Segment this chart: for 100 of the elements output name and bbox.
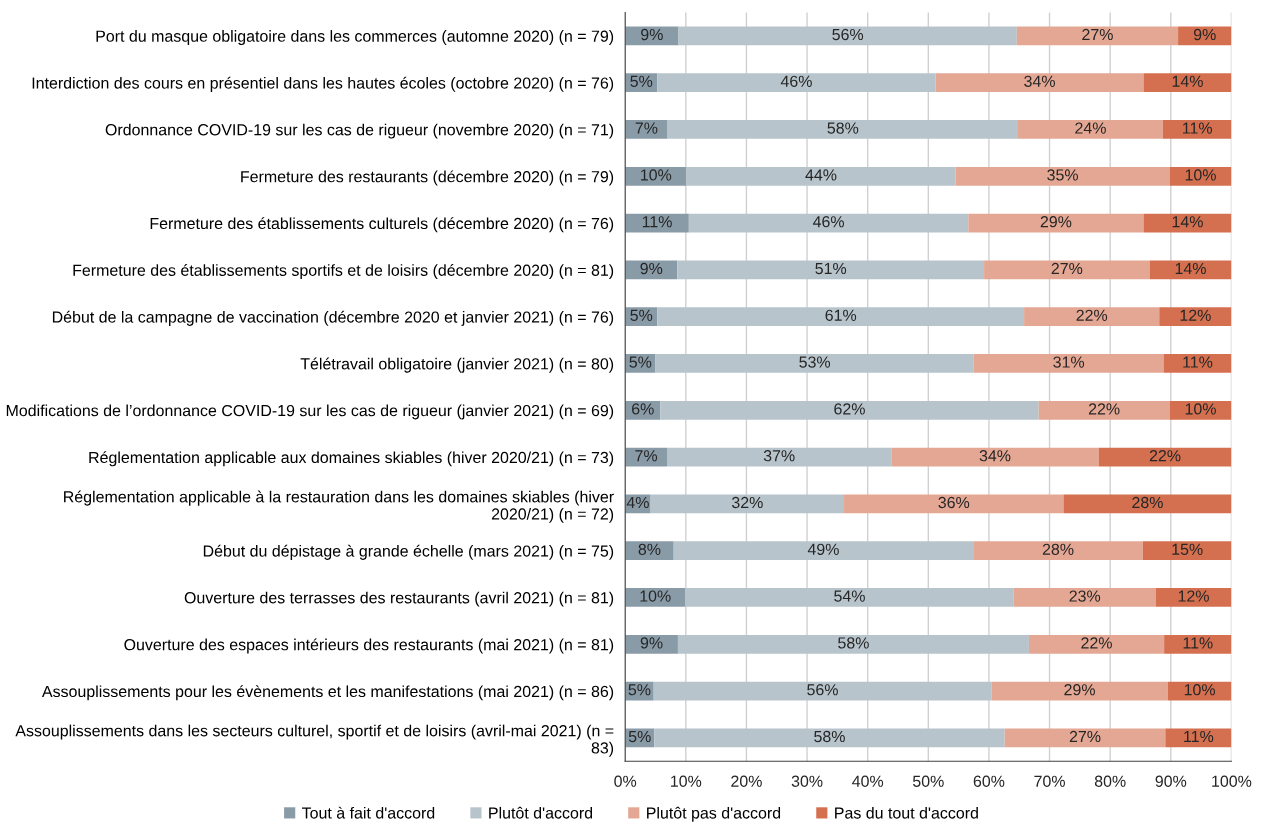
bar bbox=[625, 588, 686, 607]
data-label: 51% bbox=[815, 262, 847, 275]
bar bbox=[625, 634, 678, 654]
bar bbox=[1013, 588, 1156, 607]
bar bbox=[677, 260, 985, 280]
bar bbox=[655, 354, 974, 373]
legend-label: Plutôt d'accord bbox=[489, 806, 593, 819]
bar bbox=[678, 26, 1017, 46]
data-label: 27% bbox=[1082, 28, 1113, 41]
bar bbox=[984, 260, 1150, 280]
y-tick-label: Réglementation applicable à la restauration dans les domaines skiables (hiver 2020/21) (n = 72) bbox=[64, 490, 614, 523]
y-tick-label: Fermeture des établissements culturels (décembre 2020) (n = 76) bbox=[150, 217, 614, 233]
data-label: 31% bbox=[1053, 356, 1085, 368]
x-tick-label: 50% bbox=[912, 775, 944, 787]
bar bbox=[1018, 120, 1163, 139]
x-tick-label: 60% bbox=[973, 775, 1005, 787]
y-tick-label: Interdiction des cours en présentiel dans les hautes écoles (octobre 2020) (n = 76) bbox=[32, 76, 614, 92]
y-tick-label: Assouplissements pour les évènements et les manifestations (mai 2021) (n = 86) bbox=[41, 685, 614, 701]
y-tick-label: Réglementation applicable aux domaines skiables (hiver 2020/21) (n = 73) bbox=[89, 451, 614, 467]
data-label: 12% bbox=[1178, 590, 1209, 602]
bar bbox=[1063, 494, 1232, 514]
data-label: 8% bbox=[638, 543, 661, 555]
bar bbox=[1143, 73, 1232, 93]
x-tick-label: 30% bbox=[791, 775, 823, 787]
bar bbox=[973, 541, 1143, 561]
bar bbox=[667, 120, 1019, 139]
data-label: 29% bbox=[1040, 216, 1072, 228]
bar bbox=[935, 73, 1144, 93]
bar bbox=[673, 541, 974, 561]
data-label: 28% bbox=[1132, 496, 1163, 509]
bar bbox=[1159, 307, 1232, 327]
bar bbox=[654, 728, 1005, 748]
x-tick-label: 20% bbox=[731, 775, 762, 787]
data-label: 9% bbox=[641, 28, 663, 41]
y-tick-label: Fermeture des restaurants (décembre 2020) (n = 79) bbox=[241, 170, 614, 186]
bar bbox=[1028, 634, 1165, 654]
data-label: 46% bbox=[812, 216, 844, 228]
data-label: 56% bbox=[832, 28, 864, 41]
data-label: 11% bbox=[1183, 356, 1213, 368]
data-label: 32% bbox=[731, 496, 763, 509]
data-label: 9% bbox=[640, 262, 663, 275]
data-label: 5% bbox=[628, 730, 651, 743]
data-label: 58% bbox=[838, 637, 869, 649]
bar bbox=[653, 681, 992, 701]
bar bbox=[660, 400, 1039, 420]
data-label: 5% bbox=[630, 309, 653, 321]
data-label: 4% bbox=[626, 496, 649, 509]
data-label: 44% bbox=[805, 169, 837, 181]
data-label: 58% bbox=[827, 122, 859, 134]
data-label: 23% bbox=[1069, 590, 1101, 602]
bar bbox=[625, 541, 674, 561]
x-tick-label: 0% bbox=[614, 775, 637, 787]
data-label: 10% bbox=[1184, 684, 1216, 696]
data-label: 34% bbox=[979, 450, 1011, 462]
bar bbox=[1164, 634, 1232, 654]
bar bbox=[677, 634, 1029, 654]
data-label: 10% bbox=[1185, 169, 1216, 181]
y-tick-label: Assouplissements dans les secteurs culturel, sportif et de loisirs (avril-mai 2021) (n = 83) bbox=[15, 724, 614, 757]
bar bbox=[1169, 400, 1232, 420]
bar bbox=[688, 213, 969, 233]
y-tick-label: Ouverture des terrasses des restaurants (avril 2021) (n = 81) bbox=[184, 591, 614, 607]
x-tick-label: 10% bbox=[671, 775, 702, 787]
bar bbox=[685, 588, 1014, 607]
data-label: 11% bbox=[1184, 730, 1214, 743]
bar bbox=[657, 73, 936, 93]
data-label: 58% bbox=[814, 730, 845, 743]
y-tick-label: Modifications de l’ordonnance COVID-19 sur les cas de rigueur (janvier 2021) (n = 69) bbox=[6, 404, 614, 420]
bar bbox=[968, 213, 1144, 233]
data-label: 54% bbox=[834, 590, 865, 602]
data-label: 27% bbox=[1051, 262, 1083, 275]
data-label: 28% bbox=[1042, 543, 1074, 555]
data-label: 36% bbox=[938, 496, 970, 509]
data-label: 7% bbox=[635, 122, 658, 134]
x-tick-label: 70% bbox=[1034, 775, 1065, 787]
data-label: 10% bbox=[641, 169, 672, 181]
bar bbox=[686, 166, 956, 186]
data-label: 10% bbox=[1185, 403, 1216, 415]
data-label: 5% bbox=[628, 684, 651, 696]
data-label: 10% bbox=[640, 590, 671, 602]
data-label: 29% bbox=[1064, 684, 1095, 696]
data-label: 22% bbox=[1081, 637, 1112, 649]
bar bbox=[973, 354, 1164, 373]
bar bbox=[1098, 447, 1232, 467]
data-label: 49% bbox=[807, 543, 839, 555]
data-label: 9% bbox=[640, 637, 663, 649]
data-label: 53% bbox=[799, 356, 831, 368]
data-label: 5% bbox=[629, 356, 652, 368]
data-label: 12% bbox=[1180, 309, 1211, 321]
data-label: 14% bbox=[1175, 262, 1206, 275]
legend-label: Pas du tout d'accord bbox=[835, 806, 978, 819]
data-label: 9% bbox=[1193, 28, 1216, 41]
bar bbox=[1142, 541, 1232, 561]
bar bbox=[955, 166, 1170, 186]
bar bbox=[625, 166, 687, 186]
bar bbox=[1162, 120, 1232, 139]
bar bbox=[657, 307, 1025, 327]
data-label: 7% bbox=[635, 450, 658, 462]
bar bbox=[991, 681, 1168, 701]
bar bbox=[625, 120, 668, 139]
bar bbox=[891, 447, 1099, 467]
